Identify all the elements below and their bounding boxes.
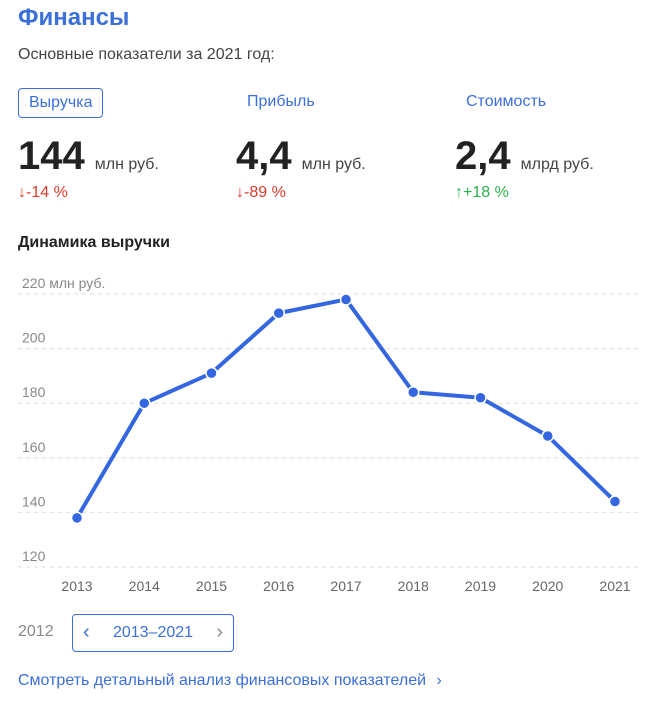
- y-tick-label: 140: [22, 493, 46, 509]
- y-tick-label: 180: [22, 384, 46, 400]
- year-range-pager: 2012 ‹ 2013–2021 ›: [18, 614, 318, 652]
- x-tick-label: 2016: [263, 578, 294, 594]
- y-tick-label: 200: [22, 330, 46, 346]
- metric-value-delta-value: +18 %: [463, 184, 509, 201]
- chevron-left-icon[interactable]: ‹: [83, 621, 90, 643]
- x-tick-label: 2015: [196, 578, 227, 594]
- tab-profit[interactable]: Прибыль: [247, 93, 315, 110]
- y-tick-label: 220 млн руб.: [22, 275, 105, 291]
- chart-title: Динамика выручки: [18, 234, 170, 251]
- data-point: [608, 495, 622, 508]
- prev-year-link[interactable]: 2012: [18, 623, 54, 640]
- metric-revenue-value: 144: [18, 134, 85, 178]
- page-title: Финансы: [18, 4, 130, 31]
- tab-value[interactable]: Стоимость: [466, 93, 547, 110]
- x-tick-label: 2014: [129, 578, 160, 594]
- x-tick-label: 2013: [61, 578, 92, 594]
- data-point: [339, 293, 353, 306]
- metric-profit-value: 4,4: [236, 134, 292, 178]
- metric-value-delta: ↑+18 %: [455, 184, 509, 202]
- metric-value-unit: млрд руб.: [520, 156, 594, 173]
- metric-revenue-delta: ↓-14 %: [18, 184, 68, 202]
- metric-revenue: 144 млн руб.: [18, 134, 159, 179]
- metric-profit-delta: ↓-89 %: [236, 184, 286, 202]
- metric-revenue-delta-value: -14 %: [26, 184, 68, 201]
- chevron-right-icon[interactable]: ›: [216, 621, 223, 643]
- metric-profit-unit: млн руб.: [301, 156, 366, 173]
- arrow-down-icon: ↓: [236, 184, 244, 201]
- page-subtitle: Основные показатели за 2021 год:: [18, 46, 275, 63]
- metric-value: 2,4 млрд руб.: [455, 134, 594, 179]
- metric-value-value: 2,4: [455, 134, 511, 178]
- data-point: [272, 306, 285, 320]
- series-line: [75, 297, 617, 520]
- metric-tabs: Выручка Прибыль Стоимость: [18, 88, 658, 118]
- y-tick-label: 160: [22, 439, 46, 455]
- arrow-down-icon: ↓: [18, 184, 26, 201]
- metric-revenue-unit: млн руб.: [94, 156, 159, 173]
- data-point: [407, 386, 420, 399]
- x-tick-label: 2019: [465, 578, 496, 594]
- x-tick-label: 2021: [599, 578, 630, 594]
- metric-profit: 4,4 млн руб.: [236, 134, 366, 179]
- data-point: [541, 429, 554, 443]
- year-range-label: 2013–2021: [112, 624, 194, 641]
- metric-profit-delta-value: -89 %: [244, 184, 286, 201]
- chevron-right-icon: ›: [436, 672, 442, 689]
- data-point: [138, 396, 151, 410]
- detailed-analysis-link-label: Смотреть детальный анализ финансовых пок…: [18, 672, 427, 689]
- tab-revenue[interactable]: Выручка: [18, 88, 104, 118]
- x-tick-label: 2017: [330, 578, 361, 594]
- year-range-selector: ‹ 2013–2021 ›: [72, 614, 234, 652]
- data-point: [474, 391, 487, 404]
- data-point: [205, 366, 218, 380]
- y-tick-label: 120: [22, 548, 46, 564]
- arrow-up-icon: ↑: [455, 184, 463, 201]
- x-tick-label: 2018: [398, 578, 429, 594]
- revenue-line-chart: 120 140 160 180 200 220 млн руб. 2013 2014 2015 2…: [18, 275, 640, 594]
- data-point: [70, 511, 84, 525]
- x-tick-label: 2020: [532, 578, 563, 594]
- detailed-analysis-link[interactable]: Смотреть детальный анализ финансовых пок…: [18, 672, 442, 690]
